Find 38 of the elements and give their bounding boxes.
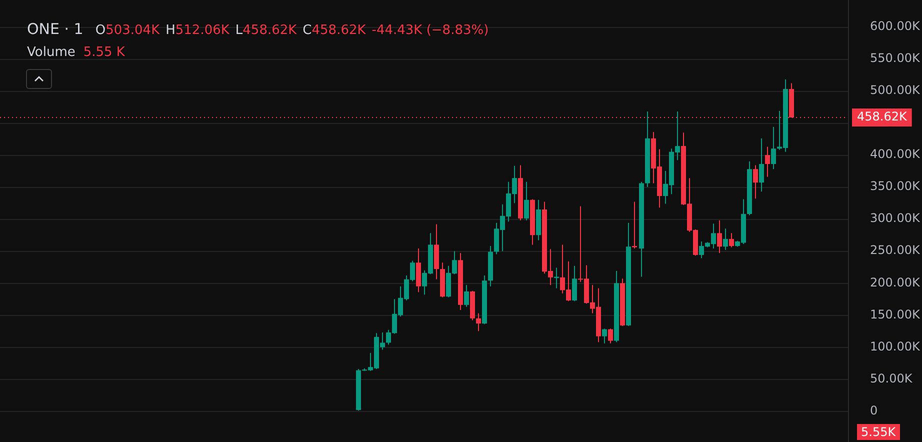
candlestick bbox=[464, 284, 469, 308]
candlestick bbox=[771, 126, 776, 170]
y-tick-label: 550.00K bbox=[870, 51, 921, 66]
annotation: Volume bbox=[27, 45, 76, 60]
candlestick bbox=[602, 328, 607, 344]
y-tick-label: 0 bbox=[870, 403, 878, 418]
y-tick-label: 350.00K bbox=[870, 179, 921, 194]
y-tick-label: 200.00K bbox=[870, 275, 921, 290]
candlestick bbox=[554, 267, 559, 289]
candlestick bbox=[572, 265, 577, 302]
y-tick-label: 600.00K bbox=[870, 19, 921, 34]
y-tick-label: 500.00K bbox=[870, 83, 921, 98]
annotation: 5.55 K bbox=[83, 45, 125, 60]
ref-line-label: 458.62K bbox=[857, 110, 908, 124]
annotation: H512.06K bbox=[166, 23, 230, 38]
y-tick-label: 250.00K bbox=[870, 243, 921, 258]
candlestick bbox=[416, 248, 421, 293]
annotation: O503.04K bbox=[95, 23, 160, 38]
y-tick-label: 50.00K bbox=[870, 371, 914, 386]
candlestick bbox=[729, 232, 734, 248]
annotation: L458.62K bbox=[235, 23, 297, 38]
text: 5.55K bbox=[861, 425, 896, 439]
annotation: -44.43K (−8.83%) bbox=[372, 23, 489, 38]
candlestick bbox=[608, 328, 613, 344]
candlestick bbox=[632, 201, 637, 250]
candlestick bbox=[753, 164, 758, 200]
candlestick bbox=[717, 220, 722, 254]
candlestick bbox=[759, 138, 764, 192]
annotation: C458.62K bbox=[302, 23, 366, 38]
y-tick-label: 400.00K bbox=[870, 147, 921, 162]
candlestick bbox=[476, 312, 481, 332]
candlestick bbox=[723, 228, 728, 250]
candlestick bbox=[765, 146, 770, 178]
y-tick-label: 150.00K bbox=[870, 307, 921, 322]
candlestick bbox=[524, 181, 529, 221]
text: ONE · 1 bbox=[27, 20, 84, 38]
y-tick-label: 100.00K bbox=[870, 339, 921, 354]
y-tick-label: 300.00K bbox=[870, 211, 921, 226]
